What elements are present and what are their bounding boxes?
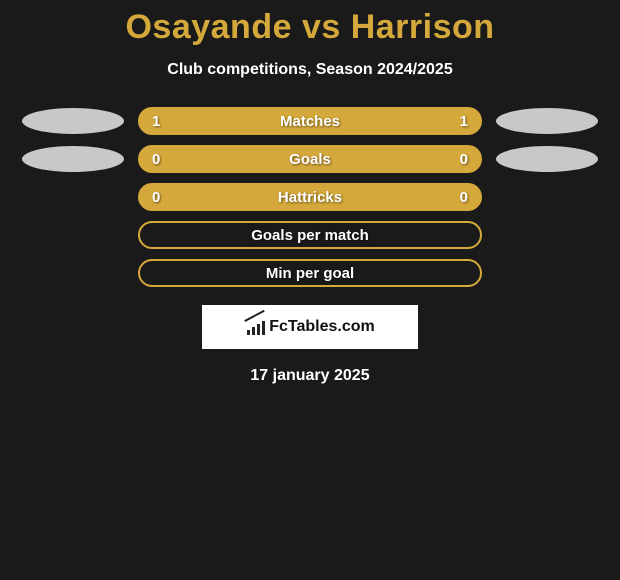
stat-bar-min-per-goal: Min per goal — [138, 259, 482, 287]
player-left-avatar — [22, 146, 124, 172]
spacer — [22, 222, 124, 248]
stat-row-gpm: Goals per match — [0, 221, 620, 249]
stat-val-right: 0 — [454, 151, 468, 168]
stat-label: Hattricks — [278, 189, 342, 206]
date-label: 17 january 2025 — [250, 367, 369, 385]
stat-val-right: 1 — [454, 113, 468, 130]
stat-row-goals: 0 Goals 0 — [0, 145, 620, 173]
subtitle: Club competitions, Season 2024/2025 — [167, 61, 452, 79]
spacer — [22, 260, 124, 286]
spacer — [496, 222, 598, 248]
stat-row-matches: 1 Matches 1 — [0, 107, 620, 135]
stat-label: Goals — [289, 151, 331, 168]
stat-val-left: 1 — [152, 113, 166, 130]
stat-row-hattricks: 0 Hattricks 0 — [0, 183, 620, 211]
stat-bar-goals: 0 Goals 0 — [138, 145, 482, 173]
stats-area: 1 Matches 1 0 Goals 0 0 Hattricks 0 — [0, 107, 620, 287]
player-left-avatar — [22, 108, 124, 134]
stat-label: Goals per match — [251, 227, 369, 244]
stat-label: Matches — [280, 113, 340, 130]
chart-icon — [245, 319, 265, 335]
spacer — [496, 184, 598, 210]
stat-bar-matches: 1 Matches 1 — [138, 107, 482, 135]
logo-text: FcTables.com — [269, 318, 375, 336]
spacer — [22, 184, 124, 210]
page-title: Osayande vs Harrison — [125, 8, 494, 47]
spacer — [496, 260, 598, 286]
stat-val-left: 0 — [152, 189, 166, 206]
player-right-avatar — [496, 146, 598, 172]
comparison-widget: Osayande vs Harrison Club competitions, … — [0, 0, 620, 385]
player-right-avatar — [496, 108, 598, 134]
fctables-logo[interactable]: FcTables.com — [202, 305, 418, 349]
stat-bar-hattricks: 0 Hattricks 0 — [138, 183, 482, 211]
stat-val-left: 0 — [152, 151, 166, 168]
stat-row-mpg: Min per goal — [0, 259, 620, 287]
stat-bar-goals-per-match: Goals per match — [138, 221, 482, 249]
stat-label: Min per goal — [266, 265, 354, 282]
stat-val-right: 0 — [454, 189, 468, 206]
